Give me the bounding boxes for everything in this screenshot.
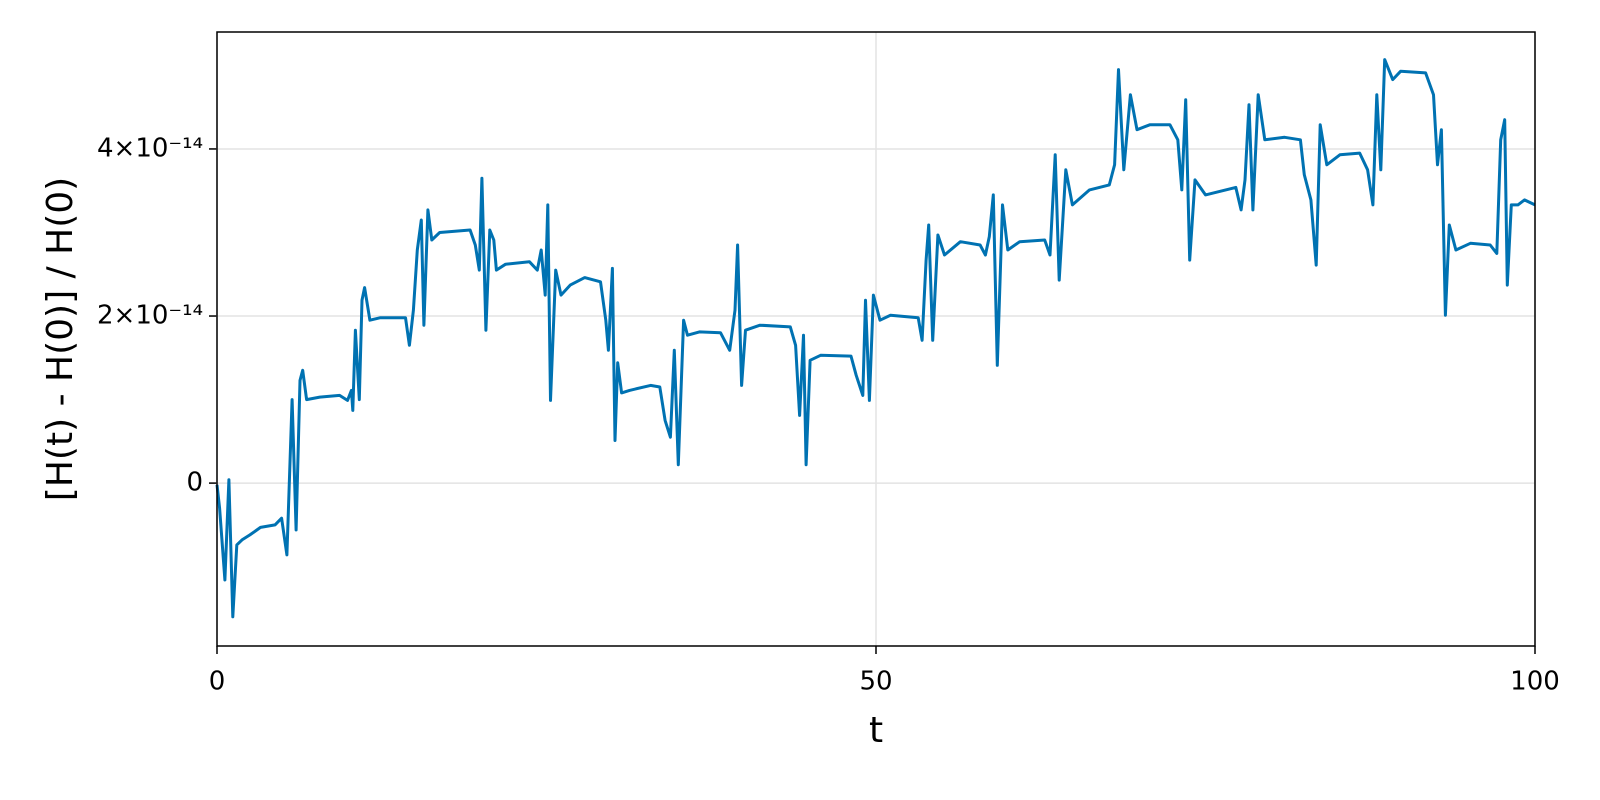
y-axis-title: [H(t) - H(0)] / H(0) — [40, 177, 81, 501]
plot-frame — [216, 31, 1536, 647]
data-line — [215, 58, 1536, 619]
x-tick-label: 0 — [209, 667, 226, 697]
y-tick-label: 2×10⁻¹⁴ — [97, 301, 203, 331]
x-tick-label: 50 — [859, 667, 892, 697]
y-tick-label: 4×10⁻¹⁴ — [97, 133, 203, 163]
x-axis-title: t — [869, 710, 883, 751]
x-tick-label: 100 — [1510, 667, 1560, 697]
y-tick-label: 0 — [186, 468, 203, 498]
